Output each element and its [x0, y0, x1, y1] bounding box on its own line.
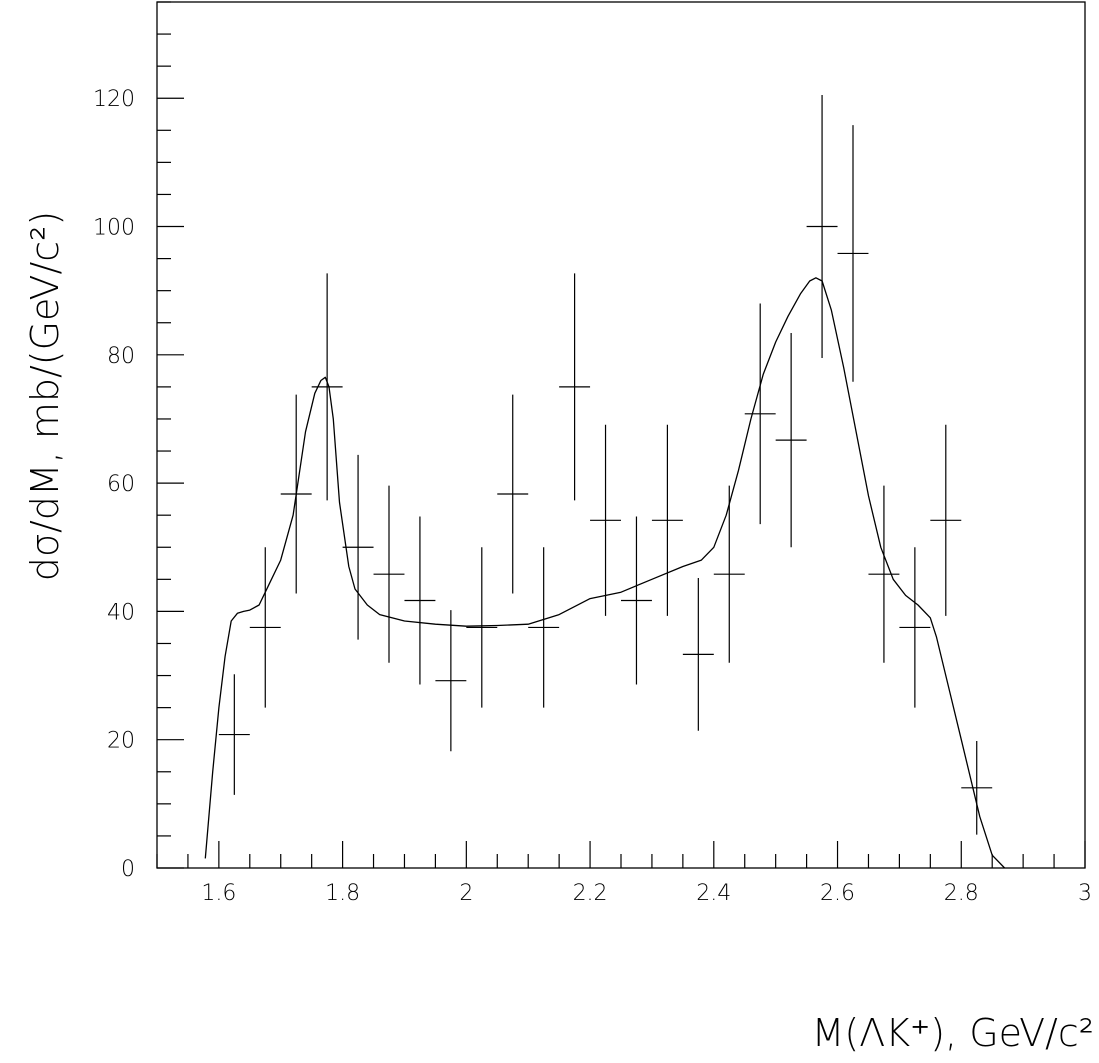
x-tick-label: 1.6: [201, 881, 236, 906]
data-points: [218, 95, 993, 835]
data-point: [713, 485, 745, 663]
data-point: [311, 273, 343, 501]
x-tick-label: 2: [459, 881, 473, 906]
data-point: [806, 95, 838, 359]
data-point: [435, 610, 467, 752]
data-point: [899, 547, 931, 708]
data-point: [373, 485, 405, 663]
data-point: [837, 125, 869, 382]
x-tick-label: 2.6: [820, 881, 855, 906]
y-tick-label: 20: [107, 729, 135, 754]
fit-curve: [204, 277, 1006, 869]
data-point: [218, 674, 250, 795]
data-point: [930, 424, 962, 616]
data-point: [590, 424, 621, 616]
x-tick-label: 1.8: [325, 881, 360, 906]
data-point: [559, 273, 591, 501]
y-tick-label: 120: [93, 87, 135, 112]
axis-ticks: [156, 1, 1086, 869]
data-point: [497, 394, 529, 594]
data-point: [961, 740, 993, 835]
y-tick-label: 100: [93, 216, 135, 241]
x-tick-label: 2.2: [573, 881, 608, 906]
y-tick-label: 0: [121, 857, 135, 882]
y-tick-label: 80: [107, 344, 135, 369]
data-point: [651, 424, 683, 616]
data-point: [744, 303, 776, 525]
x-tick-label: 2.4: [696, 881, 731, 906]
x-tick-label: 2.8: [944, 881, 979, 906]
data-point: [342, 454, 374, 640]
tick-labels: 1.6 1.8 2 2.2 2.4 2.6 2.8 3 0 20 40 60 80 100 120: [93, 87, 1092, 906]
x-axis-label: M(ΛK⁺), GeV/c²: [812, 1011, 1094, 1055]
data-point: [404, 516, 436, 685]
y-axis-label: dσ/dM, mb/(GeV/c²): [23, 211, 67, 581]
data-point: [868, 485, 900, 663]
data-point: [528, 547, 560, 708]
data-point: [621, 516, 652, 685]
data-point: [775, 333, 807, 548]
data-point: [466, 547, 498, 708]
fit-curve-group: [204, 277, 1006, 869]
x-tick-label: 3: [1078, 881, 1092, 906]
data-point: [682, 578, 714, 731]
y-tick-label: 60: [107, 472, 135, 497]
y-tick-label: 40: [107, 600, 135, 625]
data-point: [249, 547, 281, 708]
